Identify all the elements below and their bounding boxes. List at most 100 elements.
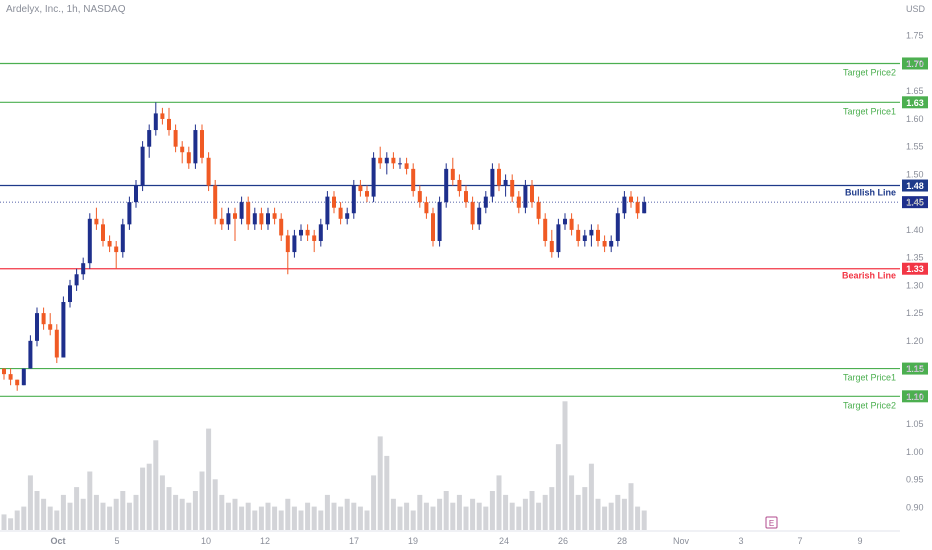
volume-bar: [87, 471, 93, 530]
volume-bar: [489, 491, 495, 530]
volume-bar: [8, 518, 14, 530]
volume-bar: [166, 487, 172, 530]
candle-body: [54, 329, 59, 358]
candle-body: [292, 235, 297, 253]
candle-body: [186, 152, 191, 164]
candle-body: [358, 185, 363, 192]
volume-bar: [377, 436, 383, 530]
time-tick-label: 3: [738, 536, 743, 546]
volume-bar: [588, 463, 594, 530]
candle-body: [569, 218, 574, 230]
volume-bars: [1, 401, 647, 530]
candle-body: [516, 196, 521, 208]
volume-bar: [628, 483, 634, 530]
candle-body: [523, 185, 528, 208]
volume-bar: [443, 491, 449, 530]
candle-body: [622, 196, 627, 214]
candle-body: [589, 229, 594, 236]
level-label: Target Price2: [843, 400, 896, 410]
candle-body: [147, 130, 152, 147]
earnings-marker-text: E: [769, 519, 774, 528]
candle-body: [483, 196, 488, 208]
volume-bar: [285, 498, 291, 530]
candle-body: [61, 302, 66, 358]
price-tick-label: 1.05: [906, 419, 924, 429]
volume-bar: [126, 502, 132, 530]
candle-body: [391, 157, 396, 164]
candle-body: [530, 185, 534, 203]
candle-body: [266, 213, 270, 225]
candle-body: [87, 218, 92, 264]
earnings-marker-icon[interactable]: E: [765, 516, 778, 529]
volume-bar: [173, 494, 179, 530]
volume-bar: [351, 502, 357, 530]
volume-bar: [463, 506, 469, 530]
candle-body: [279, 218, 284, 236]
volume-bar: [423, 502, 429, 530]
candle-body: [272, 213, 277, 219]
volume-bar: [635, 506, 641, 530]
volume-bar: [93, 494, 99, 530]
candle-body: [444, 168, 449, 203]
candle-body: [437, 202, 442, 241]
volume-bar: [450, 502, 456, 530]
volume-bar: [410, 510, 416, 530]
volume-bar: [641, 510, 647, 530]
volume-bar: [575, 494, 581, 530]
volume-bar: [621, 498, 627, 530]
candle-body: [312, 235, 317, 241]
price-tick-label: 1.70: [906, 58, 924, 68]
candle-body: [180, 146, 185, 153]
candle-body: [596, 229, 600, 241]
level-price-tag-text: 1.48: [906, 181, 924, 191]
candle-body: [68, 285, 72, 303]
volume-bar: [456, 494, 462, 530]
candle-body: [318, 224, 323, 241]
volume-bar: [291, 506, 297, 530]
volume-bar: [41, 498, 47, 530]
volume-bar: [555, 444, 561, 530]
candle-body: [490, 168, 495, 197]
last-price-tag-text: 1.45: [906, 198, 924, 208]
candle-body: [134, 185, 138, 203]
volume-bar: [133, 494, 139, 530]
candle-body: [305, 229, 310, 236]
candle-body: [417, 191, 422, 203]
candle-body: [140, 146, 145, 186]
price-tick-label: 1.60: [906, 114, 924, 124]
candle-body: [167, 118, 171, 131]
candle-body: [635, 202, 640, 214]
volume-bar: [232, 498, 238, 530]
volume-bar: [225, 502, 231, 530]
chart-title: Ardelyx, Inc., 1h, NASDAQ: [6, 4, 126, 15]
level-price-tag-text: 1.63: [906, 98, 924, 108]
volume-bar: [536, 502, 542, 530]
level-label: Bullish Line: [845, 188, 896, 198]
price-tick-label: 1.10: [906, 391, 924, 401]
volume-bar: [258, 506, 264, 530]
time-tick-label: 7: [797, 536, 802, 546]
level-price-tag: [902, 390, 928, 403]
candle-body: [424, 202, 429, 214]
volume-bar: [54, 510, 60, 530]
candle-body: [503, 179, 508, 186]
volume-bar: [595, 498, 601, 530]
volume-bar: [569, 475, 575, 530]
volume-bar: [212, 479, 218, 530]
level-price-tag-text: 1.10: [906, 392, 924, 402]
price-tick-label: 1.65: [906, 86, 924, 96]
volume-bar: [146, 463, 152, 530]
candle-body: [549, 240, 554, 253]
candle-body: [450, 168, 455, 180]
volume-bar: [509, 502, 515, 530]
volume-bar: [153, 440, 159, 530]
volume-bar: [34, 491, 40, 530]
candle-body: [41, 313, 46, 325]
candle-body: [21, 368, 26, 386]
volume-bar: [74, 487, 80, 530]
level-price-tag-text: 1.33: [906, 264, 924, 274]
candle-body: [173, 130, 178, 147]
volume-bar: [311, 506, 317, 530]
volume-bar: [608, 502, 614, 530]
